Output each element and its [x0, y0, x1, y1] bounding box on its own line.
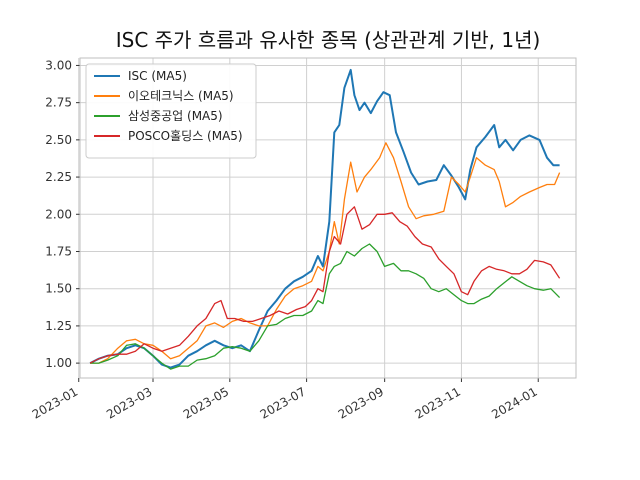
y-tick-label: 3.00 [45, 58, 72, 72]
x-tick-label: 2024-01 [489, 384, 539, 421]
legend-label: 삼성중공업 (MA5) [128, 109, 223, 123]
x-tick-label: 2023-09 [336, 384, 386, 421]
x-tick-label: 2023-11 [413, 384, 463, 421]
y-tick-label: 2.50 [45, 133, 72, 147]
series-line-4 [89, 206, 561, 364]
series-lines [89, 68, 561, 370]
legend-label: ISC (MA5) [128, 69, 187, 83]
series-line-2 [90, 142, 561, 364]
legend-label: POSCO홀딩스 (MA5) [128, 129, 243, 143]
chart-title: ISC 주가 흐름과 유사한 종목 (상관관계 기반, 1년) [116, 28, 541, 52]
y-tick-label: 1.50 [45, 282, 72, 296]
y-tick-label: 1.25 [45, 319, 72, 333]
y-tick-label: 2.75 [45, 96, 72, 110]
y-tick-label: 2.25 [45, 170, 72, 184]
legend: ISC (MA5) 이오테크닉스 (MA5) 삼성중공업 (MA5) POSCO홀딩스… [85, 63, 257, 159]
x-tick-label: 2023-07 [258, 384, 308, 421]
series-line-1 [89, 68, 560, 369]
x-tick-label: 2023-01 [30, 384, 80, 421]
y-tick-label: 2.00 [45, 207, 72, 221]
x-tick-label: 2023-03 [104, 384, 154, 421]
series-line-3 [90, 243, 561, 370]
y-tick-label: 1.75 [45, 244, 72, 258]
plot-frame [79, 57, 577, 379]
legend-box [85, 63, 257, 159]
legend-label: 이오테크닉스 (MA5) [128, 89, 234, 103]
x-tick-label: 2023-05 [181, 384, 231, 421]
y-tick-label: 1.00 [45, 356, 72, 370]
